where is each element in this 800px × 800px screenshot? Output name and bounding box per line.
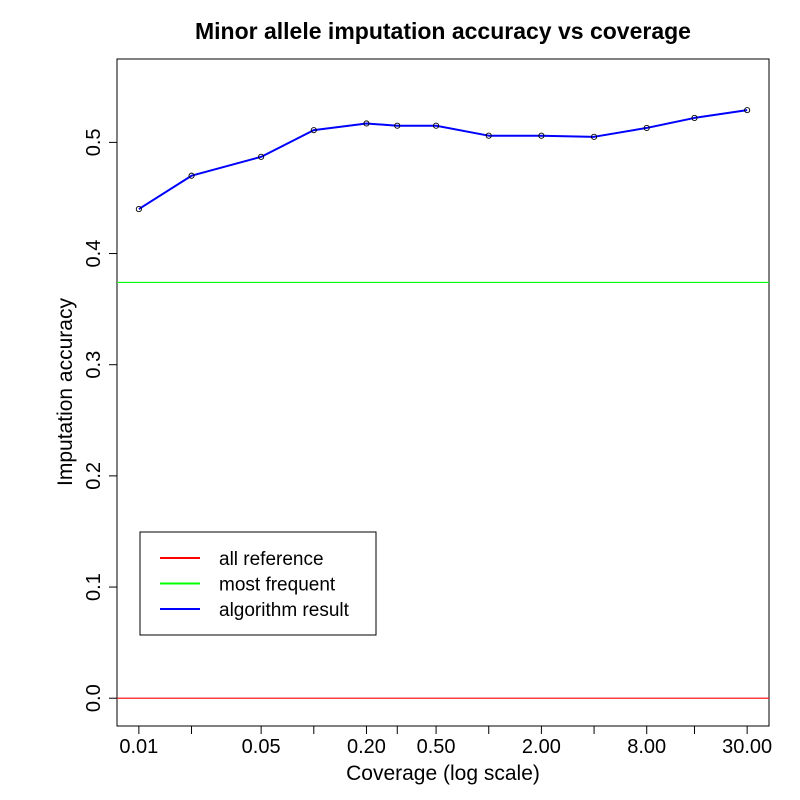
legend-entry-label: most frequent (219, 575, 336, 596)
x-tick-label: 8.00 (627, 736, 666, 758)
data-point (188, 172, 195, 179)
plot-frame (116, 58, 770, 727)
y-axis-label: Imputation accuracy (54, 298, 77, 486)
x-tick-label: 2.00 (522, 736, 561, 758)
x-tick-label: 0.01 (119, 736, 158, 758)
series-layer (117, 107, 769, 699)
data-point (363, 120, 370, 127)
y-tick-label: 0.4 (83, 240, 105, 268)
legend: all reference most frequent algorithm resu… (139, 531, 377, 636)
y-tick-label: 0.3 (83, 351, 105, 379)
x-axis-label: Coverage (log scale) (346, 762, 540, 785)
data-point (691, 114, 698, 121)
data-point (394, 122, 401, 129)
series-algorithm-result-line (138, 109, 748, 210)
data-point (310, 127, 317, 134)
x-tick-label: 30.00 (722, 736, 772, 758)
data-point (744, 107, 751, 114)
y-axis: 0.0 0.1 0.2 0.3 0.4 0.5 (83, 128, 117, 712)
x-axis: 0.01 0.05 0.20 0.50 2.00 8.00 30.00 (119, 726, 772, 758)
data-point (538, 132, 545, 139)
legend-entry-label: all reference (219, 549, 324, 570)
data-point (135, 206, 142, 213)
x-tick-label: 0.20 (347, 736, 386, 758)
y-tick-label: 0.2 (83, 462, 105, 490)
x-tick-label: 0.50 (417, 736, 456, 758)
data-point (591, 133, 598, 140)
x-tick-label: 0.05 (242, 736, 281, 758)
data-point (485, 132, 492, 139)
y-tick-label: 0.0 (83, 684, 105, 712)
data-point (433, 122, 440, 129)
y-tick-label: 0.5 (83, 128, 105, 156)
legend-entry-label: algorithm result (219, 600, 350, 621)
chart-title: Minor allele imputation accuracy vs cove… (195, 18, 691, 44)
data-point (258, 153, 265, 160)
data-point (643, 124, 650, 131)
y-tick-label: 0.1 (83, 573, 105, 601)
